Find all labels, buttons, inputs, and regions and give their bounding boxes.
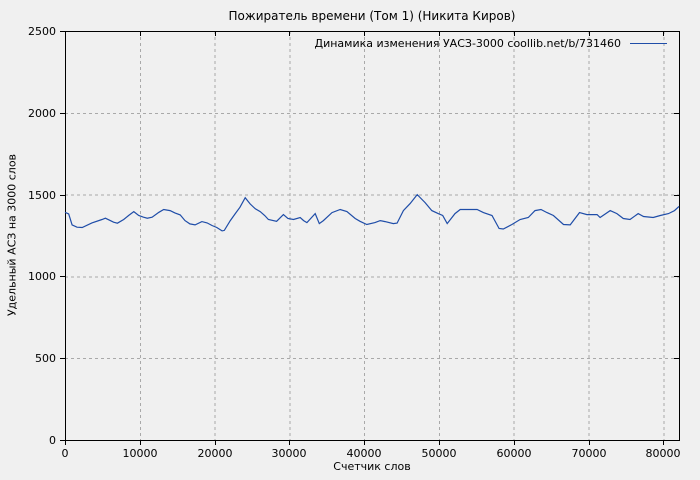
x-axis-title: Счетчик слов (333, 460, 411, 473)
y-axis-title: Удельный АСЗ на 3000 слов (5, 153, 19, 317)
x-tick-label: 40000 (347, 447, 382, 460)
chart-title: Пожиратель времени (Том 1) (Никита Киров… (228, 9, 516, 23)
y-tick-label: 1500 (28, 189, 56, 202)
x-tick-label: 10000 (123, 447, 158, 460)
x-tick-label: 50000 (422, 447, 457, 460)
x-tick-label: 20000 (198, 447, 233, 460)
x-tick-label: 30000 (272, 447, 307, 460)
series-line (64, 193, 680, 232)
legend-series-label: Динамика изменения УАСЗ-3000 coollib.net… (314, 37, 622, 50)
x-tick-label: 0 (62, 447, 69, 460)
y-tick-label: 2000 (28, 107, 56, 120)
y-tick-label: 0 (49, 434, 56, 447)
legend-line-sample (630, 43, 667, 44)
x-tick-label: 80000 (646, 447, 681, 460)
x-tick-label: 70000 (572, 447, 607, 460)
y-tick-label: 500 (35, 352, 56, 365)
legend: Динамика изменения УАСЗ-3000 coollib.net… (314, 37, 667, 50)
plot-frame (65, 31, 680, 441)
x-tick-label: 60000 (497, 447, 532, 460)
y-tick-label: 2500 (28, 25, 56, 38)
y-tick-label: 1000 (28, 270, 56, 283)
